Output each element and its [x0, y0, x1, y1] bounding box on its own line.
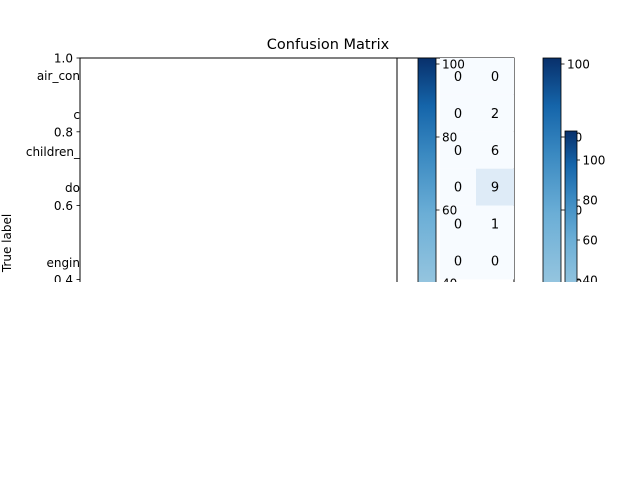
- matrix-cell: [476, 205, 514, 243]
- colorbar-1: [417, 57, 437, 282]
- colorbar-tick-label: 40: [583, 274, 598, 288]
- colorbar-tick-label: 40: [442, 277, 457, 291]
- matrix-cell: [476, 131, 514, 169]
- matrix-cell: [440, 168, 476, 206]
- y-axis-label: True label: [0, 214, 14, 273]
- matrix-cell: [440, 205, 476, 243]
- matrix-cell: [440, 94, 476, 132]
- matrix-cell-value: 0: [454, 254, 462, 269]
- left-axis-tick-label: 0.4: [54, 273, 73, 287]
- row-label: air_con: [37, 69, 80, 83]
- matrix-cells: 0 0 0 0 0 0 0 2 6 9 1 0: [440, 58, 514, 280]
- left-axis-tick-label: 0.8: [54, 125, 73, 139]
- matrix-cell-value: 0: [454, 70, 462, 85]
- colorbar-tick-label: 100: [583, 154, 606, 168]
- colorbar-1-ticks: 100 80 60 40: [436, 58, 465, 291]
- matrix-cell-value: 0: [491, 254, 499, 269]
- colorbar-2: [542, 57, 562, 282]
- row-label: engin: [46, 256, 80, 270]
- matrix-cell: [440, 242, 476, 280]
- matrix-cell-value: 2: [491, 107, 499, 122]
- matrix-cell-value: 0: [454, 107, 462, 122]
- row-label: c: [73, 108, 80, 122]
- matrix-cell-value: 0: [454, 144, 462, 159]
- colorbar-tick-label: 80: [583, 194, 598, 208]
- matrix-cell-value: 6: [491, 144, 499, 159]
- matrix-cell-value: 0: [454, 181, 462, 196]
- colorbar-tick-label: 100: [442, 58, 465, 72]
- matrix-cell: [476, 242, 514, 280]
- colorbar-3: [564, 130, 578, 282]
- matrix-cell-value: 0: [454, 218, 462, 233]
- left-axis-ticks: 1.0 0.8 0.6 0.4: [54, 52, 80, 287]
- left-axis-tick-label: 1.0: [54, 52, 73, 66]
- colorbar-tick-label: 80: [442, 131, 457, 145]
- left-axis-tick-label: 0.6: [54, 199, 73, 213]
- colorbar-tick-label: 60: [583, 234, 598, 248]
- matrix-cell: [476, 168, 514, 206]
- matrix-cell-value: 9: [491, 181, 499, 196]
- row-label: children_: [26, 145, 81, 159]
- matrix-cell-value: 0: [491, 70, 499, 85]
- matrix-cell: [440, 131, 476, 169]
- colorbar-tick-label: 100: [567, 58, 590, 72]
- colorbar-tick-label: 60: [442, 204, 457, 218]
- row-label: do: [65, 181, 80, 195]
- matrix-cell: [476, 94, 514, 132]
- chart-title: Confusion Matrix: [267, 37, 390, 53]
- matrix-cell-value: 1: [491, 218, 499, 233]
- matrix-cell: [440, 58, 476, 95]
- matrix-cell: [476, 58, 514, 95]
- colorbar-3-ticks: 100 80 60 40: [577, 154, 606, 288]
